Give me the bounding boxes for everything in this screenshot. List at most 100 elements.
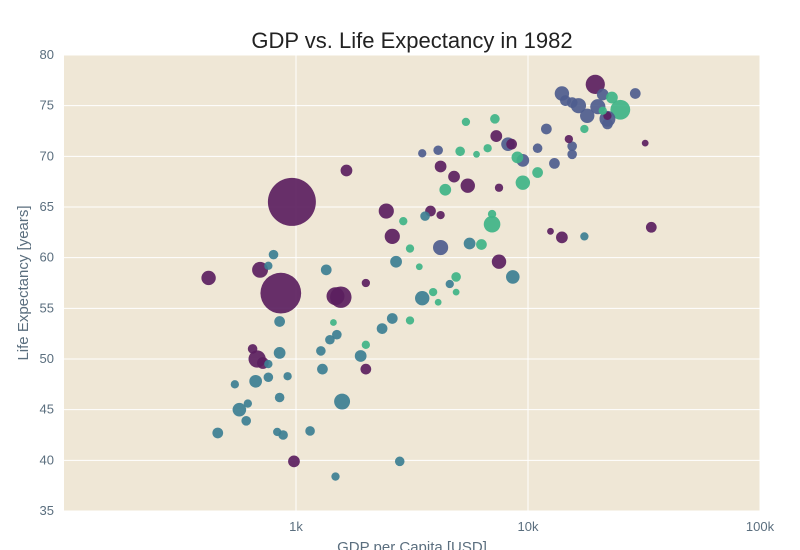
data-point [641, 139, 649, 147]
data-point [288, 455, 300, 468]
data-point [567, 149, 577, 160]
data-point [386, 313, 398, 324]
data-point [598, 106, 607, 115]
data-point [580, 232, 589, 241]
data-point [532, 143, 543, 154]
y-tick-label: 75 [40, 98, 54, 113]
data-point [326, 287, 345, 306]
data-point [547, 227, 554, 235]
data-point [394, 456, 405, 467]
data-point [506, 270, 520, 284]
data-point [399, 217, 408, 226]
data-point [241, 416, 251, 426]
data-point [247, 344, 258, 354]
y-tick-label: 45 [40, 402, 54, 417]
data-point [452, 288, 460, 296]
data-point [567, 141, 577, 151]
data-point [549, 158, 560, 169]
data-point [596, 88, 609, 101]
data-point [451, 272, 461, 282]
data-point [460, 178, 475, 193]
y-tick-label: 80 [40, 47, 54, 62]
data-point [249, 374, 262, 388]
data-point [606, 91, 618, 104]
data-point [418, 149, 427, 158]
y-tick-label: 60 [40, 250, 54, 265]
x-tick-label: 100k [746, 519, 775, 534]
y-tick-label: 35 [40, 503, 54, 518]
data-point [273, 427, 282, 437]
data-point [448, 170, 460, 183]
data-point [461, 117, 471, 127]
x-tick-label: 10k [518, 519, 539, 534]
data-point [317, 363, 328, 375]
data-point [463, 237, 476, 250]
data-point [428, 287, 438, 297]
plot-background [64, 55, 760, 511]
data-point [390, 255, 402, 268]
data-point [252, 261, 269, 278]
data-point [420, 211, 430, 221]
data-point [330, 319, 337, 326]
data-point [487, 209, 497, 219]
data-point [232, 402, 247, 417]
data-point [331, 472, 340, 481]
data-point [263, 372, 274, 383]
y-axis-ticks: 35 40 45 50 55 60 65 70 75 80 [40, 47, 54, 518]
data-point [560, 95, 571, 106]
y-tick-label: 70 [40, 148, 54, 163]
data-point [506, 138, 517, 150]
data-point [580, 108, 595, 124]
data-point [483, 215, 501, 233]
grid-lines [64, 54, 761, 512]
data-point [490, 130, 503, 142]
data-point [434, 298, 442, 306]
data-point [260, 272, 302, 314]
data-point [212, 427, 224, 439]
y-tick-label: 50 [40, 351, 54, 366]
y-tick-label: 65 [40, 199, 54, 214]
data-point [360, 363, 372, 375]
x-tick-label: 1k [289, 519, 303, 534]
data-point [564, 134, 574, 144]
data-point [267, 177, 316, 226]
data-point [491, 254, 507, 269]
data-point [476, 239, 487, 250]
data-point [268, 249, 279, 260]
data-point [490, 114, 500, 124]
data-point [415, 291, 430, 306]
chart-title: GDP vs. Life Expectancy in 1982 [251, 28, 572, 53]
x-axis-ticks: 1k 10k 100k [289, 519, 774, 534]
data-point [541, 123, 552, 135]
data-point [230, 380, 240, 389]
data-point [274, 316, 285, 327]
data-point [378, 203, 394, 219]
data-points [201, 74, 657, 481]
data-point [515, 175, 531, 190]
data-point [243, 399, 252, 408]
data-point [273, 347, 286, 359]
data-point [473, 150, 480, 158]
data-point [325, 334, 335, 345]
data-point [436, 210, 445, 220]
data-point [580, 124, 589, 134]
data-point [455, 146, 465, 157]
y-tick-label: 40 [40, 452, 54, 467]
data-point [283, 372, 292, 381]
data-point [384, 228, 400, 244]
data-point [585, 74, 605, 94]
data-point [556, 231, 568, 244]
data-point [316, 346, 326, 356]
data-point [629, 88, 641, 99]
data-point [305, 426, 315, 436]
data-point [274, 392, 285, 403]
data-point [264, 359, 273, 369]
data-point [645, 221, 657, 233]
data-point [439, 183, 452, 196]
data-point [610, 99, 631, 120]
data-point [511, 151, 524, 164]
data-point [334, 393, 351, 410]
data-point [532, 167, 543, 178]
data-point [332, 329, 342, 340]
data-point [433, 239, 449, 256]
